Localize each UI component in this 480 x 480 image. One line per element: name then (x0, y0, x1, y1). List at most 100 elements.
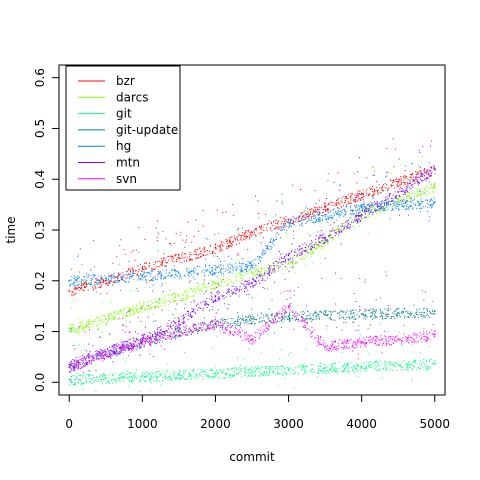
data-point (333, 310, 335, 312)
data-point (258, 368, 260, 370)
data-point (174, 254, 176, 256)
data-point (409, 311, 411, 313)
data-point (229, 245, 231, 247)
data-point (374, 190, 376, 192)
data-point (315, 219, 317, 221)
data-point (244, 271, 246, 273)
data-point (214, 287, 216, 289)
data-point (122, 377, 124, 379)
data-point (294, 263, 296, 265)
data-point (273, 268, 275, 270)
data-point (399, 201, 401, 203)
data-point (367, 194, 369, 196)
data-point (209, 370, 211, 372)
data-point (192, 290, 194, 292)
data-point (271, 314, 273, 316)
data-point (291, 311, 293, 313)
data-point (244, 288, 246, 290)
data-point (326, 209, 328, 211)
data-point (120, 275, 122, 277)
data-point (293, 223, 295, 225)
data-point (98, 316, 100, 318)
data-point (285, 258, 287, 260)
data-point (352, 213, 354, 215)
data-point (110, 302, 112, 304)
data-point (279, 373, 281, 375)
data-point (312, 250, 314, 252)
data-point (119, 310, 121, 312)
data-point (292, 315, 294, 317)
data-point (268, 369, 270, 371)
data-point (358, 225, 360, 227)
data-point (246, 366, 248, 368)
data-point (275, 236, 277, 238)
data-point (90, 275, 92, 277)
data-point (397, 312, 399, 314)
data-point (293, 230, 295, 232)
data-point (144, 344, 146, 346)
data-point (215, 287, 217, 289)
data-point (101, 279, 103, 281)
data-point (217, 284, 219, 286)
data-point (292, 184, 294, 186)
data-point (360, 216, 362, 218)
data-point (382, 190, 384, 192)
data-point (128, 380, 130, 382)
data-point (113, 352, 115, 354)
data-point (290, 219, 292, 221)
data-point (409, 361, 411, 363)
data-point (312, 215, 314, 217)
data-point (375, 212, 377, 214)
data-point (194, 249, 196, 251)
data-point (406, 191, 408, 193)
data-point (211, 284, 213, 286)
data-point (229, 237, 231, 239)
data-point (344, 199, 346, 201)
data-point (304, 318, 306, 320)
data-point (217, 285, 219, 287)
data-point (385, 368, 387, 370)
data-point (222, 372, 224, 374)
data-point (246, 235, 248, 237)
data-point (365, 365, 367, 367)
data-point (241, 271, 243, 273)
data-point (310, 249, 312, 251)
data-point (175, 308, 177, 310)
data-point (273, 332, 275, 334)
data-point (268, 265, 270, 267)
data-point (229, 271, 231, 273)
data-point (154, 261, 156, 263)
data-point (310, 318, 312, 320)
data-point (421, 207, 423, 209)
data-point (434, 184, 436, 186)
data-point (138, 227, 140, 229)
data-point (355, 367, 357, 369)
data-point (283, 290, 285, 292)
data-point (360, 313, 363, 315)
data-point (292, 369, 294, 371)
data-point (165, 378, 167, 380)
data-point (151, 270, 153, 272)
data-point (101, 302, 103, 304)
data-point (199, 373, 201, 375)
data-point (178, 323, 180, 325)
data-point (429, 175, 431, 177)
data-point (326, 371, 328, 373)
data-point (385, 206, 387, 208)
data-point (354, 194, 356, 196)
data-point (207, 375, 209, 377)
data-point (379, 368, 381, 370)
data-point (325, 370, 327, 372)
data-point (374, 314, 376, 316)
data-point (263, 320, 265, 322)
data-point (148, 306, 150, 308)
data-point (237, 228, 239, 230)
data-point (433, 201, 435, 203)
data-point (118, 273, 120, 275)
data-point (137, 340, 139, 342)
data-point (114, 276, 116, 278)
data-point (82, 355, 84, 357)
data-point (95, 350, 97, 352)
data-point (154, 269, 156, 271)
data-point (359, 208, 361, 210)
